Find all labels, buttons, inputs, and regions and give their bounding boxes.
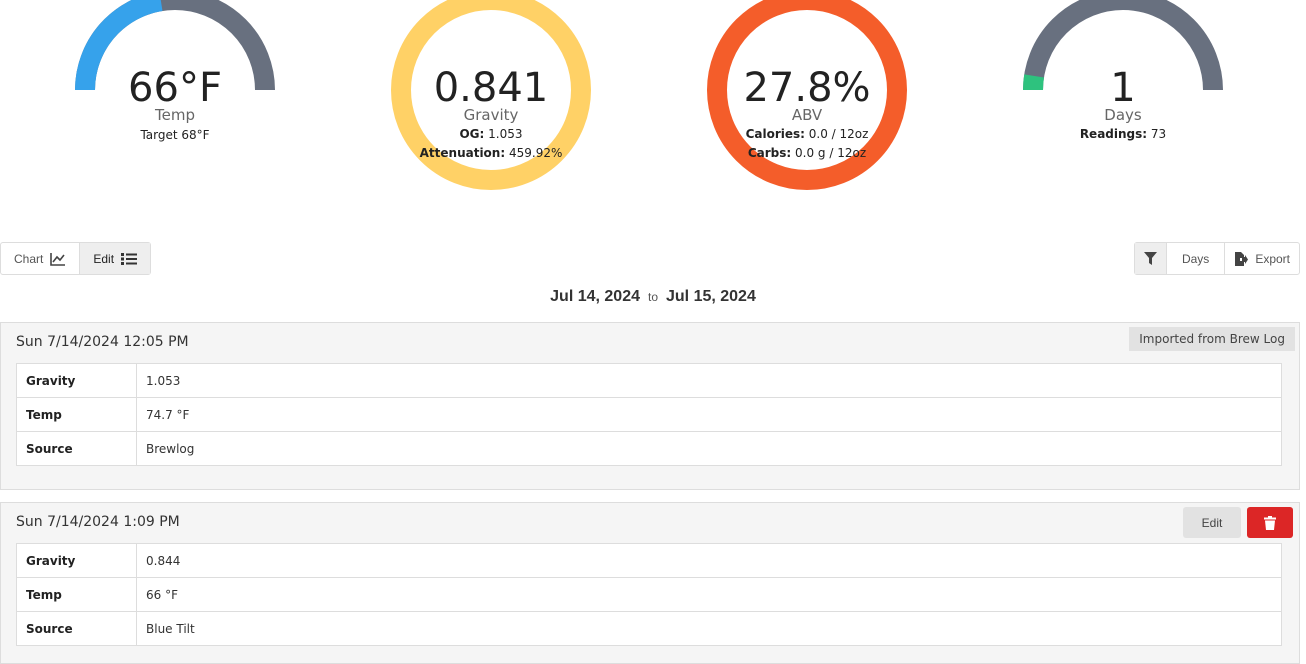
row-key: Gravity: [16, 543, 137, 578]
temp-target-value: 68°F: [181, 128, 210, 142]
row-value: 74.7 °F: [136, 397, 1282, 432]
date-range-to-word: to: [647, 290, 658, 304]
row-value: Brewlog: [136, 431, 1282, 466]
export-button[interactable]: Export: [1225, 243, 1299, 274]
temp-gauge-arc: [75, 0, 275, 91]
attenuation-key: Attenuation:: [419, 146, 506, 160]
temp-value: 66°F: [128, 65, 222, 111]
table-row: Temp 74.7 °F: [16, 397, 1282, 432]
gravity-ring: [391, 0, 591, 190]
temp-target: Target 68°F: [45, 128, 305, 142]
filter-button[interactable]: [1134, 243, 1167, 274]
days-gauge: 1 Days Readings: 73: [1023, 0, 1223, 200]
abv-carbs: Carbs: 0.0 g / 12oz: [677, 146, 937, 160]
date-range-to: Jul 15, 2024: [666, 288, 756, 305]
days-value: 1: [1110, 65, 1136, 111]
reading-timestamp: Sun 7/14/2024 12:05 PM: [16, 334, 189, 350]
readings-key: Readings:: [1079, 127, 1148, 141]
row-value: Blue Tilt: [136, 611, 1282, 646]
gravity-attenuation: Attenuation: 459.92%: [361, 146, 621, 160]
table-row: Source Blue Tilt: [16, 611, 1282, 646]
table-row: Gravity 0.844: [16, 543, 1282, 578]
abv-label: ABV: [791, 106, 823, 124]
reading-card: Sun 7/14/2024 12:05 PM Imported from Bre…: [0, 322, 1300, 490]
calories-value: 0.0 / 12oz: [808, 127, 869, 141]
days-button[interactable]: Days: [1167, 243, 1226, 274]
reading-card: Sun 7/14/2024 1:09 PM Edit Gravity 0.844…: [0, 502, 1300, 664]
days-readings: Readings: 73: [993, 127, 1253, 141]
row-key: Source: [16, 611, 137, 646]
temp-gauge: 66°F Temp Target 68°F: [75, 0, 275, 200]
imported-badge: Imported from Brew Log: [1129, 327, 1295, 351]
reading-table: Gravity 1.053 Temp 74.7 °F Source Brewlo…: [16, 363, 1282, 466]
readings-value: 73: [1150, 127, 1167, 141]
date-range: Jul 14, 2024 to Jul 15, 2024: [0, 288, 1306, 306]
abv-gauge-ring: [707, 0, 907, 190]
abv-gauge: 27.8% ABV Calories: 0.0 / 12oz Carbs: 0.…: [707, 0, 907, 200]
reading-table: Gravity 0.844 Temp 66 °F Source Blue Til…: [16, 543, 1282, 646]
days-gauge-fill: [1023, 74, 1045, 91]
chart-view-button[interactable]: Chart: [1, 243, 81, 274]
row-value: 66 °F: [136, 577, 1282, 612]
chart-view-label: Chart: [14, 251, 44, 266]
carbs-key: Carbs:: [747, 146, 792, 160]
date-range-from: Jul 14, 2024: [550, 288, 640, 305]
line-chart-icon: [50, 252, 66, 266]
table-row: Gravity 1.053: [16, 363, 1282, 398]
abv-value: 27.8%: [743, 65, 871, 111]
og-key: OG:: [459, 127, 485, 141]
row-value: 0.844: [136, 543, 1282, 578]
row-key: Gravity: [16, 363, 137, 398]
attenuation-value: 459.92%: [508, 146, 563, 160]
gravity-value: 0.841: [433, 65, 549, 111]
calories-key: Calories:: [745, 127, 805, 141]
days-label: Days: [1104, 106, 1142, 124]
carbs-value: 0.0 g / 12oz: [795, 146, 867, 160]
row-key: Source: [16, 431, 137, 466]
days-gauge-arc: [1023, 0, 1223, 91]
temp-target-key: Target: [140, 128, 178, 142]
table-row: Temp 66 °F: [16, 577, 1282, 612]
table-row: Source Brewlog: [16, 431, 1282, 466]
edit-view-label: Edit: [93, 251, 115, 266]
edit-reading-button[interactable]: Edit: [1183, 507, 1241, 538]
gravity-gauge: 0.841 Gravity OG: 1.053 Attenuation: 459…: [391, 0, 591, 200]
trash-icon: [1264, 515, 1276, 530]
og-value: 1.053: [488, 127, 523, 141]
gravity-label: Gravity: [463, 106, 519, 124]
temp-gauge-fill: [75, 0, 163, 91]
list-icon: [121, 252, 138, 265]
gravity-gauge-ring: [391, 0, 591, 190]
delete-reading-button[interactable]: [1247, 507, 1293, 538]
temp-label: Temp: [155, 106, 195, 124]
abv-ring: [707, 0, 907, 190]
row-key: Temp: [16, 577, 137, 612]
days-button-label: Days: [1181, 251, 1210, 266]
export-button-label: Export: [1255, 251, 1290, 266]
row-value: 1.053: [136, 363, 1282, 398]
view-toggle: Chart Edit: [0, 242, 152, 275]
toolbar: Days Export: [1133, 242, 1300, 275]
edit-view-button[interactable]: Edit: [80, 243, 151, 274]
row-key: Temp: [16, 397, 137, 432]
days-gauge-track: [1023, 0, 1223, 91]
filter-icon: [1143, 252, 1157, 265]
reading-timestamp: Sun 7/14/2024 1:09 PM: [16, 514, 180, 530]
abv-calories: Calories: 0.0 / 12oz: [677, 127, 937, 141]
export-icon: [1235, 251, 1249, 266]
gravity-og: OG: 1.053: [361, 127, 621, 141]
